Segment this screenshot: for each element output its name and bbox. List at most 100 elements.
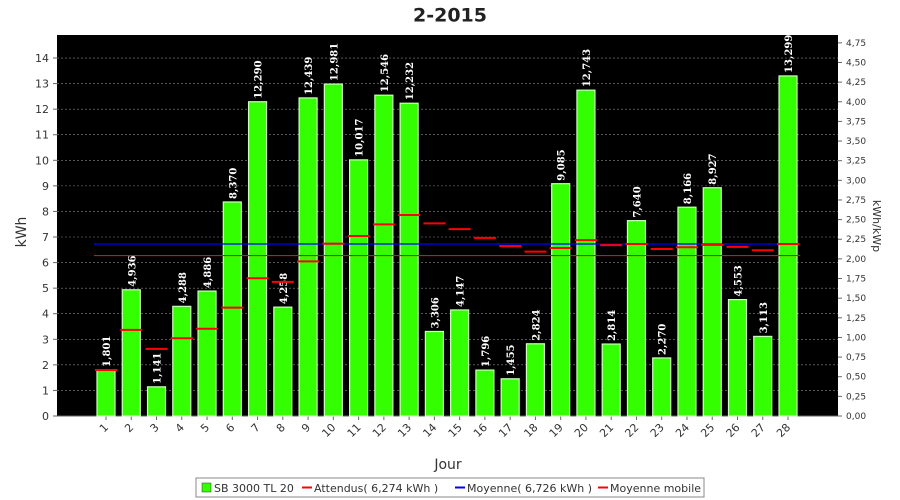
- value-label: 4,258: [279, 273, 290, 304]
- bar: [450, 309, 470, 417]
- legend-label: Moyenne mobile: [610, 482, 701, 495]
- x-tick-label: 1: [97, 421, 111, 435]
- bar: [576, 89, 596, 417]
- bar: [323, 83, 343, 417]
- value-label: 1,796: [481, 336, 492, 367]
- y2-tick-label: 4,25: [846, 78, 866, 88]
- value-label: 8,370: [228, 168, 239, 199]
- x-tick-label: 28: [774, 421, 793, 440]
- value-label: 10,017: [355, 119, 366, 157]
- chart-title: 2-2015: [413, 5, 487, 27]
- value-label: 1,141: [153, 352, 164, 383]
- bar: [298, 97, 318, 417]
- x-tick-label: 18: [521, 421, 540, 440]
- x-tick-label: 7: [249, 421, 263, 435]
- x-tick-label: 3: [147, 421, 161, 435]
- y2-tick-label: 4,50: [846, 58, 866, 68]
- y2-axis-label: kWh/kWp: [870, 200, 883, 252]
- y-tick-label: 3: [42, 333, 49, 346]
- x-tick-label: 2: [122, 421, 136, 435]
- bar: [652, 357, 672, 417]
- y-tick-label: 5: [42, 282, 49, 295]
- value-label: 4,288: [178, 272, 189, 303]
- x-tick-label: 10: [319, 421, 338, 440]
- value-label: 4,886: [203, 257, 214, 288]
- value-label: 4,553: [734, 265, 745, 296]
- y-tick-label: 1: [42, 384, 49, 397]
- x-tick-label: 11: [345, 421, 364, 440]
- legend-label: SB 3000 TL 20: [214, 482, 294, 495]
- bar: [349, 159, 369, 417]
- value-label: 7,640: [632, 186, 643, 217]
- y2-tick-label: 0,50: [846, 373, 866, 383]
- bar: [273, 306, 293, 417]
- y2-tick-label: 0,00: [846, 412, 866, 422]
- x-tick-label: 24: [673, 421, 692, 440]
- legend-box: [195, 477, 705, 498]
- bar: [96, 369, 116, 417]
- y-tick-label: 13: [35, 78, 49, 91]
- bar: [753, 335, 773, 417]
- x-tick-label: 4: [173, 421, 187, 435]
- value-label: 12,743: [582, 49, 593, 87]
- bar: [121, 289, 141, 417]
- y2-tick-label: 2,50: [846, 216, 866, 226]
- bar: [778, 75, 798, 417]
- value-label: 2,824: [531, 309, 542, 340]
- x-tick-label: 6: [223, 421, 237, 435]
- x-tick-label: 20: [572, 421, 591, 440]
- bar: [500, 378, 520, 417]
- value-label: 2,270: [658, 324, 669, 355]
- legend-label: Moyenne( 6,726 kWh ): [467, 482, 592, 495]
- x-tick-label: 22: [622, 421, 641, 440]
- bar: [601, 343, 621, 417]
- value-label: 8,927: [708, 153, 719, 184]
- x-tick-label: 21: [597, 421, 616, 440]
- y-tick-label: 7: [42, 231, 49, 244]
- x-tick-label: 26: [724, 421, 743, 440]
- legend-swatch: [201, 482, 212, 493]
- y-tick-label: 9: [42, 180, 49, 193]
- y2-tick-label: 1,00: [846, 333, 866, 343]
- value-label: 1,801: [102, 336, 113, 367]
- bar: [475, 369, 495, 417]
- y-tick-label: 12: [35, 103, 49, 116]
- x-tick-label: 5: [198, 421, 212, 435]
- x-tick-label: 13: [395, 421, 414, 440]
- value-label: 3,306: [430, 297, 441, 328]
- x-tick-label: 19: [547, 421, 566, 440]
- y2-tick-label: 0,75: [846, 353, 866, 363]
- x-tick-label: 15: [446, 421, 465, 440]
- bar: [626, 220, 647, 417]
- value-label: 12,981: [329, 43, 340, 81]
- bar: [727, 298, 748, 417]
- x-tick-label: 8: [274, 421, 288, 435]
- value-label: 12,290: [254, 60, 265, 98]
- legend-label: Attendus( 6,274 kWh ): [314, 482, 438, 495]
- bar: [247, 101, 268, 417]
- y2-tick-label: 1,50: [846, 294, 866, 304]
- x-tick-label: 23: [648, 421, 667, 440]
- y2-tick-label: 2,25: [846, 235, 866, 245]
- y-tick-label: 8: [42, 205, 49, 218]
- value-label: 1,455: [506, 344, 517, 375]
- bar: [399, 102, 419, 417]
- x-axis-label: Jour: [433, 457, 462, 473]
- x-tick-label: 27: [749, 421, 768, 440]
- bar: [525, 343, 546, 417]
- y2-tick-label: 4,00: [846, 98, 866, 108]
- x-tick-label: 14: [420, 421, 439, 440]
- y-tick-label: 4: [42, 308, 49, 321]
- value-label: 4,936: [127, 255, 138, 286]
- bar: [677, 206, 697, 417]
- value-label: 4,147: [456, 276, 467, 307]
- x-tick-label: 17: [496, 421, 515, 440]
- y-tick-label: 11: [35, 129, 49, 142]
- y2-tick-label: 3,75: [846, 117, 866, 127]
- y-tick-label: 6: [42, 257, 49, 270]
- value-label: 3,113: [759, 302, 770, 333]
- y2-tick-label: 3,25: [846, 157, 866, 167]
- y2-tick-label: 2,75: [846, 196, 866, 206]
- y-axis-label: kWh: [14, 217, 30, 248]
